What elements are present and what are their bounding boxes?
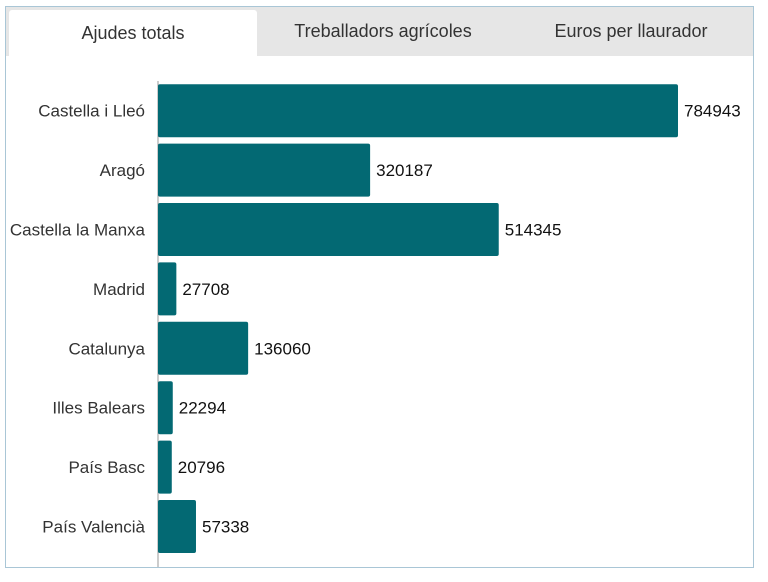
tab-bar: Ajudes totals Treballadors agrícoles Eur… — [6, 7, 753, 56]
bar[interactable] — [158, 203, 499, 256]
value-label: 57338 — [202, 518, 249, 537]
category-label: Aragó — [100, 161, 145, 180]
tab-ajudes-totals[interactable]: Ajudes totals — [9, 10, 257, 56]
category-label: Illes Balears — [52, 399, 145, 418]
tab-treballadors-agricoles[interactable]: Treballadors agrícoles — [294, 21, 472, 41]
category-label: País Valencià — [42, 518, 145, 537]
bar[interactable] — [158, 143, 371, 197]
value-label: 514345 — [505, 221, 562, 240]
tab-euros-per-llaurador[interactable]: Euros per llaurador — [554, 21, 708, 41]
category-label: Castella la Manxa — [10, 221, 146, 240]
bar[interactable] — [158, 262, 177, 316]
value-label: 20796 — [178, 458, 225, 477]
value-label: 22294 — [179, 399, 226, 418]
bar[interactable] — [158, 500, 196, 553]
bar[interactable] — [158, 381, 173, 435]
value-label: 784943 — [684, 102, 741, 121]
category-label: Madrid — [93, 280, 145, 299]
category-label: País Basc — [68, 458, 145, 477]
category-label: Castella i Lleó — [38, 102, 145, 121]
value-label: 320187 — [376, 161, 433, 180]
category-label: Catalunya — [68, 339, 145, 358]
bar[interactable] — [158, 440, 172, 494]
value-label: 136060 — [254, 339, 311, 358]
bar[interactable] — [158, 84, 678, 138]
bar[interactable] — [158, 321, 249, 375]
value-label: 27708 — [182, 280, 229, 299]
